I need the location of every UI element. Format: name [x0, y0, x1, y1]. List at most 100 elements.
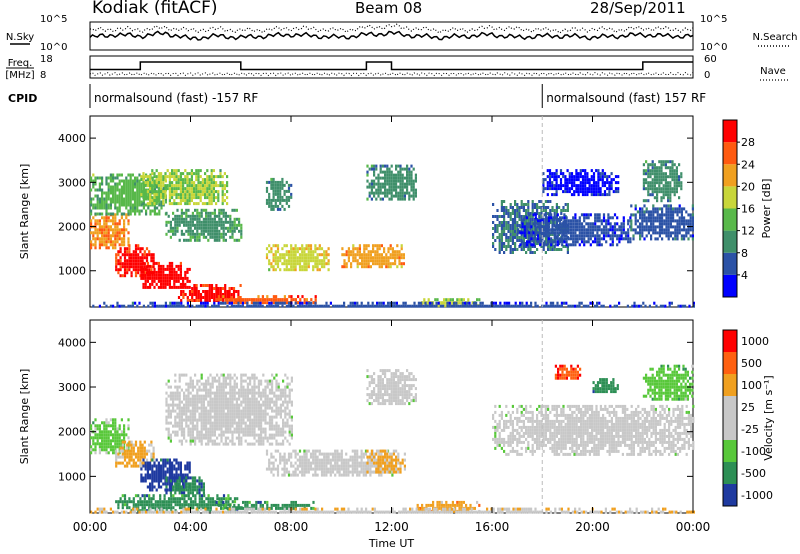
- power-cell: [378, 244, 381, 248]
- power-cell: [521, 225, 524, 229]
- power-cell: [139, 259, 142, 263]
- power-cell: [101, 203, 104, 207]
- power-cell: [665, 225, 668, 229]
- power-cell: [171, 202, 174, 206]
- power-cell: [596, 234, 599, 238]
- power-cell: [127, 173, 130, 177]
- power-cell: [546, 175, 549, 179]
- velocity-cell: [168, 476, 171, 480]
- velocity-cell: [165, 491, 168, 495]
- power-cell: [101, 188, 104, 192]
- power-cell: [134, 262, 138, 266]
- power-cell: [155, 202, 158, 206]
- power-cell: [151, 276, 154, 280]
- power-cell: [645, 181, 648, 185]
- power-cell: [114, 222, 117, 226]
- power-cell: [414, 191, 417, 195]
- velocity-cell: [183, 500, 186, 504]
- power-cell: [381, 176, 384, 180]
- power-cell: [560, 218, 563, 221]
- power-cell: [545, 225, 548, 229]
- power-cell: [539, 237, 542, 241]
- power-cell: [608, 190, 611, 194]
- power-cell: [662, 190, 665, 194]
- power-cell: [175, 276, 178, 280]
- power-cell: [378, 256, 381, 260]
- velocity-cell: [169, 433, 172, 437]
- power-cell: [514, 248, 517, 251]
- power-colorbar-tick-label: 16: [741, 203, 755, 216]
- power-cell: [678, 178, 681, 182]
- velocity-cell: [227, 500, 230, 504]
- power-cell: [397, 194, 400, 198]
- power-cell: [237, 298, 240, 302]
- power-cell: [685, 234, 688, 238]
- power-cell: [528, 213, 531, 217]
- power-cell: [476, 298, 479, 302]
- cpid-segment-label: normalsound (fast) -157 RF: [94, 91, 258, 105]
- power-cell: [103, 203, 106, 207]
- power-cell: [564, 245, 567, 248]
- power-cell: [557, 187, 560, 191]
- power-cell: [656, 175, 659, 179]
- power-cell: [691, 237, 694, 241]
- velocity-cell: [259, 500, 262, 504]
- power-cell: [661, 237, 664, 241]
- nsky-tick-top: 10^5: [40, 14, 67, 25]
- velocity-cell: [119, 497, 122, 501]
- velocity-cell: [92, 439, 95, 443]
- power-cell: [318, 304, 321, 308]
- power-cell: [390, 188, 393, 192]
- power-cell: [630, 213, 633, 217]
- power-cell: [412, 179, 415, 183]
- velocity-cell: [174, 491, 177, 495]
- power-cell: [107, 240, 110, 244]
- power-cell: [206, 296, 209, 299]
- power-cell: [498, 236, 501, 239]
- power-cell: [608, 187, 611, 191]
- power-cell: [121, 265, 124, 269]
- power-cell: [598, 219, 601, 223]
- power-cell: [672, 219, 675, 223]
- power-cell: [379, 164, 382, 168]
- power-cell: [388, 167, 391, 171]
- power-cell: [294, 253, 297, 257]
- power-cell: [503, 301, 506, 305]
- power-cell: [195, 184, 198, 188]
- power-colorbar-tick-label: 20: [741, 180, 755, 193]
- power-cell: [183, 232, 186, 236]
- velocity-cell: [153, 464, 156, 468]
- power-cell: [191, 299, 194, 302]
- power-cell: [303, 304, 306, 308]
- power-cell: [160, 267, 163, 271]
- power-cell: [112, 194, 115, 198]
- power-cell: [613, 234, 617, 238]
- power-cell: [551, 233, 554, 236]
- power-cell: [382, 304, 385, 308]
- power-cell: [137, 271, 140, 275]
- power-cell: [363, 256, 366, 260]
- power-cell: [210, 196, 213, 200]
- power-cell: [594, 213, 597, 217]
- power-cell: [292, 268, 295, 272]
- power-cell: [131, 188, 134, 192]
- power-cell: [549, 233, 552, 236]
- power-cell: [229, 214, 232, 218]
- power-cell: [584, 190, 587, 194]
- power-cell: [667, 184, 670, 188]
- velocity-cell: [105, 421, 108, 425]
- power-cell: [460, 298, 463, 302]
- power-cell: [116, 176, 119, 180]
- power-cell: [253, 298, 256, 302]
- velocity-cell: [194, 482, 197, 486]
- freq-tick-bottom: 8: [40, 70, 46, 81]
- power-cell: [316, 268, 319, 272]
- power-cell: [198, 217, 201, 221]
- power-cell: [387, 250, 390, 254]
- power-cell: [446, 301, 449, 305]
- power-cell: [215, 296, 218, 299]
- power-cell: [226, 175, 229, 179]
- power-cell: [542, 178, 545, 182]
- velocity-cell: [141, 503, 144, 507]
- power-cell: [193, 290, 196, 293]
